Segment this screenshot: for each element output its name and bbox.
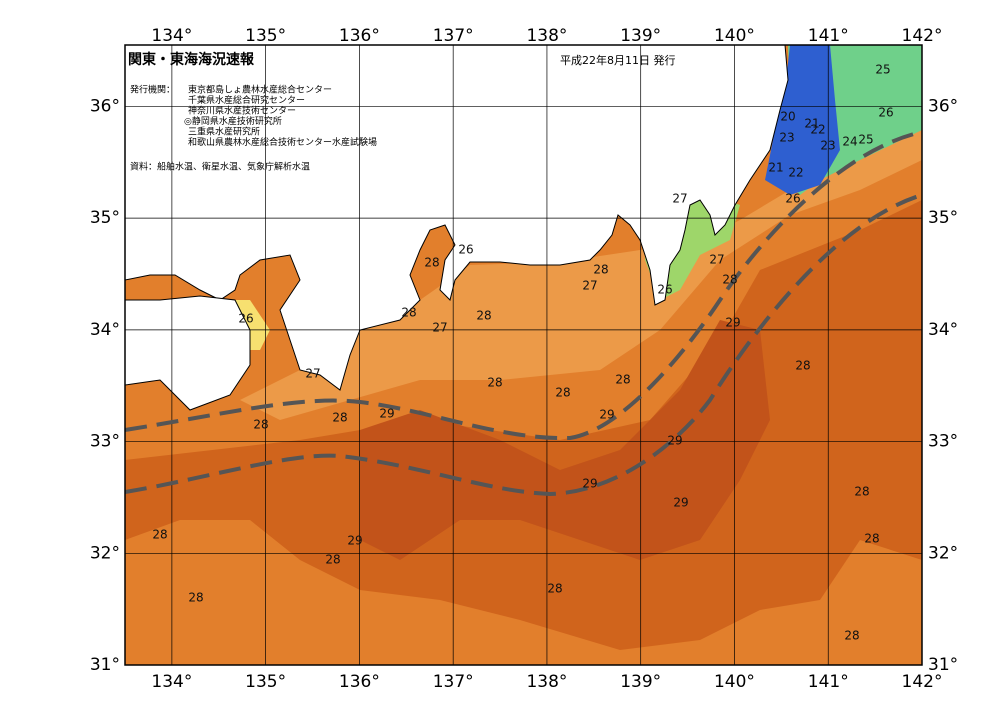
lat-label: 36°	[928, 96, 958, 116]
land	[125, 45, 789, 391]
lon-label: 135°	[245, 26, 286, 46]
current-axis	[125, 130, 922, 441]
grid	[125, 45, 922, 665]
contour-label: 28	[325, 553, 340, 567]
publisher: 千葉県水産総合研究センター	[188, 94, 305, 106]
publisher: 三重県水産研究所	[188, 126, 260, 138]
contour-label: 26	[657, 283, 672, 297]
contour-label: 28	[332, 411, 347, 425]
contour-label: 29	[379, 407, 394, 421]
lat-label: 31°	[928, 655, 958, 675]
contour-label: 28	[253, 418, 268, 432]
map-title: 関東・東海海況速報	[128, 51, 255, 68]
contour-label: 28	[795, 359, 810, 373]
contour-label: 27	[709, 253, 724, 267]
lon-label: 142°	[902, 26, 943, 46]
contour-label: 28	[424, 256, 439, 270]
contour-label: 28	[555, 386, 570, 400]
contour-label: 26	[458, 243, 473, 257]
lat-label: 33°	[928, 432, 958, 452]
lon-label: 134°	[151, 672, 192, 692]
lat-label: 31°	[90, 655, 120, 675]
contour-label: 23	[820, 139, 835, 153]
lon-label: 141°	[808, 26, 849, 46]
contour-label: 28	[844, 629, 859, 643]
issue-date: 平成22年8月11日 発行	[560, 53, 676, 67]
contour-label: 28	[854, 485, 869, 499]
publisher: 和歌山県農林水産総合技術センター水産試験場	[188, 136, 377, 148]
contour-label: 27	[305, 367, 320, 381]
warm-zone	[125, 200, 922, 650]
publisher: 神奈川県水産技術センター	[188, 105, 296, 117]
contour-label: 22	[810, 123, 825, 137]
contour-label: 29	[667, 434, 682, 448]
lon-label: 136°	[339, 672, 380, 692]
contour-label: 29	[599, 408, 614, 422]
lon-label: 140°	[714, 26, 755, 46]
lat-label: 35°	[928, 208, 958, 228]
contour-label: 28	[593, 263, 608, 277]
contour-label: 28	[476, 309, 491, 323]
contour-label: 27	[582, 279, 597, 293]
lon-label: 137°	[433, 26, 474, 46]
lat-label: 32°	[928, 543, 958, 563]
contour-label: 28	[722, 273, 737, 287]
publishers: 東京都島しょ農林水産総合センター千葉県水産総合研究センター神奈川県水産技術センタ…	[184, 84, 377, 149]
lat-label: 32°	[90, 543, 120, 563]
map-frame	[124, 44, 923, 666]
contour-label: 29	[673, 496, 688, 510]
contour-label: 21	[768, 161, 783, 175]
contour-label: 28	[547, 582, 562, 596]
contour-label: 23	[779, 131, 794, 145]
contour-label: 29	[725, 316, 740, 330]
contour-label: 28	[188, 591, 203, 605]
contour-label: 26	[878, 106, 893, 120]
lon-label: 134°	[151, 26, 192, 46]
lon-label: 137°	[433, 672, 474, 692]
contour-label: 28	[487, 376, 502, 390]
contour-label: 24	[842, 135, 857, 149]
contour-label: 27	[432, 321, 447, 335]
lat-label: 33°	[90, 432, 120, 452]
contour-label: 28	[152, 528, 167, 542]
lon-label: 135°	[245, 672, 286, 692]
lat-label: 36°	[90, 96, 120, 116]
lon-label: 138°	[526, 672, 567, 692]
contour-label: 25	[858, 133, 873, 147]
contour-label: 28	[615, 373, 630, 387]
lat-label: 35°	[90, 208, 120, 228]
lon-label: 140°	[714, 672, 755, 692]
cold-water	[765, 45, 840, 195]
warm-core	[360, 320, 770, 560]
ticks: 134° 134° 135° 135° 136° 136° 137° 137° 138° 138°…	[90, 26, 958, 692]
current-axis	[125, 193, 922, 497]
lon-label: 138°	[526, 26, 567, 46]
lon-label: 139°	[620, 26, 661, 46]
contour-label: 26	[238, 312, 253, 326]
contour-label: 25	[875, 63, 890, 77]
publisher: ◎静岡県水産技術研究所	[184, 115, 282, 127]
lat-label: 34°	[928, 320, 958, 340]
contour-label: 29	[347, 534, 362, 548]
lon-label: 139°	[620, 672, 661, 692]
publisher-label: 発行機関：	[130, 84, 175, 96]
contour-label: 27	[672, 192, 687, 206]
lat-label: 34°	[90, 320, 120, 340]
contour-label: 26	[785, 192, 800, 206]
lon-label: 136°	[339, 26, 380, 46]
contour-label: 28	[401, 306, 416, 320]
contour-label: 20	[780, 110, 795, 124]
coastal-band	[240, 130, 922, 420]
contour-label: 22	[788, 166, 803, 180]
contour-label: 21	[804, 117, 819, 131]
lon-label: 142°	[902, 672, 943, 692]
lon-label: 141°	[808, 672, 849, 692]
contour-label: 29	[582, 477, 597, 491]
contour-label: 28	[864, 532, 879, 546]
sources: 資料：船舶水温、衛星水温、気象庁解析水温	[130, 161, 310, 173]
publisher: 東京都島しょ農林水産総合センター	[188, 84, 332, 96]
